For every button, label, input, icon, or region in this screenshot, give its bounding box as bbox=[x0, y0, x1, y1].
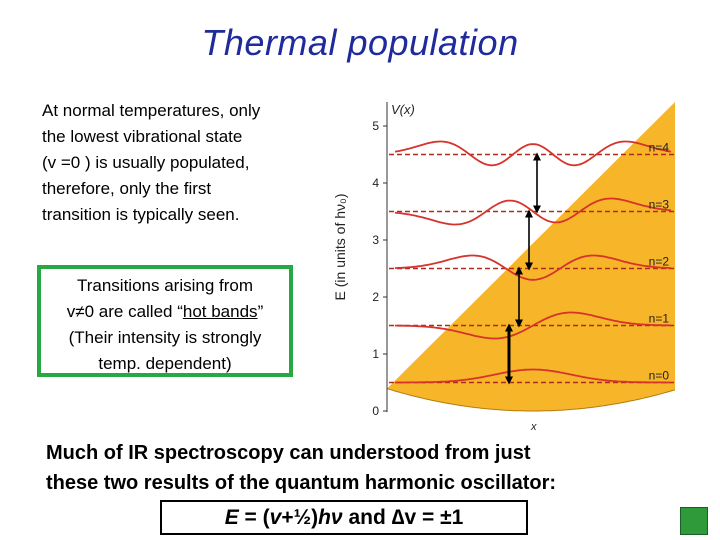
transition-arrows bbox=[505, 152, 541, 385]
eq-text: +½) bbox=[281, 506, 319, 529]
level-label: n=1 bbox=[649, 312, 670, 326]
y-tick-label: 1 bbox=[372, 347, 379, 361]
intro-line: At normal temperatures, only bbox=[42, 101, 261, 120]
intro-line: transition is typically seen. bbox=[42, 205, 240, 224]
wavefunction bbox=[394, 140, 672, 167]
x-axis-label: x bbox=[530, 421, 537, 432]
level-labels: n=0 n=1 n=2 n=3 n=4 bbox=[649, 141, 670, 383]
slide-title: Thermal population bbox=[201, 22, 519, 63]
eq-energy: E bbox=[224, 506, 239, 529]
wavefunction bbox=[395, 311, 671, 340]
curve-label: V(x) bbox=[391, 102, 415, 117]
level-label: n=0 bbox=[649, 369, 670, 383]
harmonic-oscillator-diagram: 0 1 2 3 4 5 E (in units of hν₀) V(x) x n=0 n=1… bbox=[335, 102, 676, 432]
plot-background bbox=[386, 102, 676, 412]
summary-text: Much of IR spectroscopy can understood f… bbox=[46, 438, 716, 498]
intro-line: the lowest vibrational state bbox=[42, 127, 243, 146]
wavefunctions bbox=[394, 140, 672, 384]
hot-bands-term: hot bands bbox=[182, 302, 258, 321]
eq-text: and bbox=[342, 506, 392, 529]
level-label: n=2 bbox=[649, 255, 670, 269]
y-tick-label: 3 bbox=[372, 233, 379, 247]
intro-text: At normal temperatures, only the lowest … bbox=[42, 98, 332, 228]
selection-rule-equation: E = (v+½)hν and ∆v = ±1 bbox=[160, 500, 528, 535]
callout-text: ” bbox=[257, 302, 264, 321]
wavefunction bbox=[394, 254, 672, 281]
wavefunction bbox=[395, 368, 671, 384]
eq-delta: ∆v = ±1 bbox=[391, 506, 464, 529]
summary-line: these two results of the quantum harmoni… bbox=[46, 472, 557, 494]
y-axis: 0 1 2 3 4 5 bbox=[372, 102, 388, 418]
summary-line: Much of IR spectroscopy can understood f… bbox=[46, 442, 531, 464]
callout-text: v≠0 are called “ bbox=[66, 302, 183, 321]
callout-line: (Their intensity is strongly bbox=[68, 328, 262, 347]
eq-v: v bbox=[269, 506, 282, 529]
level-label: n=4 bbox=[649, 141, 670, 155]
eq-hnu: hν bbox=[318, 506, 343, 529]
potential-curve bbox=[386, 388, 676, 412]
level-label: n=3 bbox=[649, 198, 670, 212]
intro-line: (v =0 ) is usually populated, bbox=[42, 153, 250, 172]
callout-line: Transitions arising from bbox=[76, 276, 254, 295]
intro-line: therefore, only the first bbox=[42, 179, 212, 198]
y-tick-label: 2 bbox=[372, 290, 379, 304]
y-tick-label: 0 bbox=[372, 404, 379, 418]
y-tick-label: 5 bbox=[372, 119, 379, 133]
y-axis-label: E (in units of hν₀) bbox=[335, 194, 348, 301]
next-slide-button[interactable] bbox=[680, 507, 708, 535]
y-tick-label: 4 bbox=[372, 176, 379, 190]
eq-text: = ( bbox=[238, 506, 270, 529]
callout-line: v≠0 are called “hot bands” bbox=[47, 299, 283, 325]
hot-bands-callout: Transitions arising from v≠0 are called … bbox=[37, 265, 293, 377]
well-interior bbox=[387, 102, 675, 412]
callout-line: temp. dependent) bbox=[98, 354, 232, 373]
